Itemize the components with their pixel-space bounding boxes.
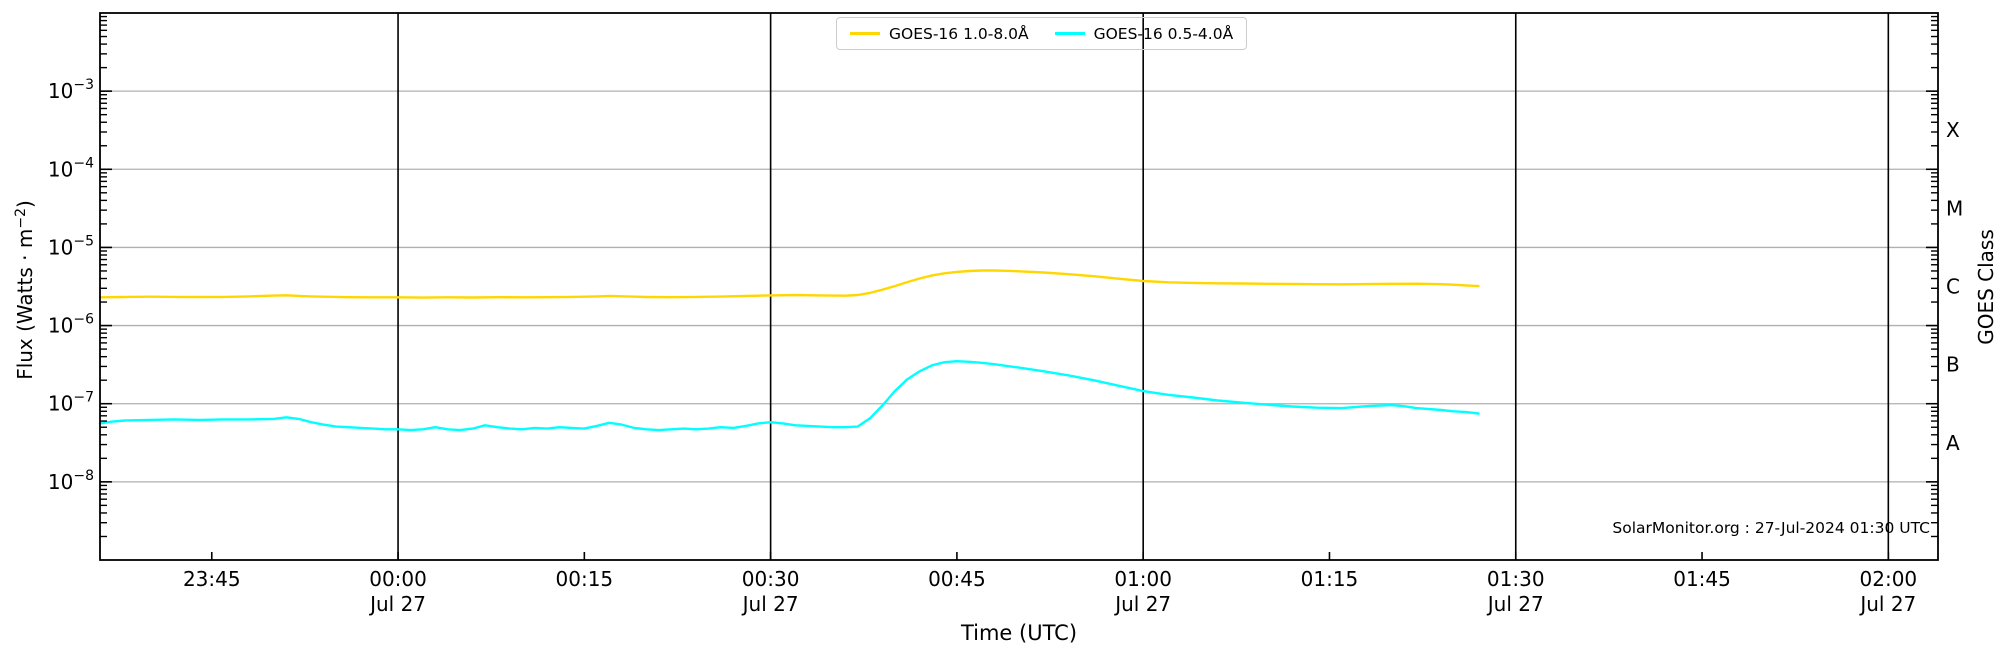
y-tick-label: 10−3 xyxy=(48,77,94,103)
y-tick-label: 10−4 xyxy=(48,155,94,181)
x-tick-date-label: Jul 27 xyxy=(1858,592,1916,616)
y-tick-label: 10−8 xyxy=(48,468,94,494)
x-tick-label: 01:15 xyxy=(1301,567,1359,591)
goes-class-label-m: M xyxy=(1946,196,1963,220)
y-axis-title: Flux (Watts · m−2) xyxy=(13,200,37,380)
goes-class-label-a: A xyxy=(1946,431,1960,455)
legend-item-short-channel: GOES-16 0.5-4.0Å xyxy=(1054,24,1234,43)
long-channel-line-swatch xyxy=(850,32,880,35)
x-axis-title: Time (UTC) xyxy=(960,621,1078,645)
y-tick-label: 10−5 xyxy=(48,233,94,259)
goes-class-label-b: B xyxy=(1946,353,1960,377)
x-tick-label: 00:45 xyxy=(928,567,986,591)
x-tick-label: 01:45 xyxy=(1673,567,1731,591)
x-tick-label: 01:00 xyxy=(1114,567,1172,591)
plot-frame xyxy=(99,12,1939,561)
x-tick-date-label: Jul 27 xyxy=(1486,592,1544,616)
long-channel-series xyxy=(98,269,1480,299)
legend-label-long-channel: GOES-16 1.0-8.0Å xyxy=(889,24,1029,43)
y-axis-title-text: Flux (Watts · m xyxy=(13,228,37,380)
short-channel-line-swatch xyxy=(1054,32,1085,35)
x-tick-date-label: Jul 27 xyxy=(741,592,799,616)
legend-label-short-channel: GOES-16 0.5-4.0Å xyxy=(1093,24,1234,43)
legend-item-long-channel: GOES-16 1.0-8.0Å xyxy=(850,25,1029,43)
goes-class-label-c: C xyxy=(1946,275,1960,299)
y-tick-label: 10−7 xyxy=(48,390,94,416)
right-axis-title: GOES Class xyxy=(1974,229,1998,345)
goes-class-label-x: X xyxy=(1946,118,1960,142)
y-tick-label: 10−6 xyxy=(48,312,94,338)
x-tick-label: 01:30 xyxy=(1487,567,1545,591)
x-tick-date-label: Jul 27 xyxy=(1113,592,1171,616)
x-tick-label: 23:45 xyxy=(183,567,241,591)
y-axis-title-exponent: −2 xyxy=(13,208,29,229)
x-tick-label: 00:00 xyxy=(369,567,427,591)
x-tick-label: 00:30 xyxy=(742,567,800,591)
legend: GOES-16 1.0-8.0Å GOES-16 0.5-4.0Å xyxy=(836,17,1248,50)
x-tick-label: 02:00 xyxy=(1860,567,1918,591)
x-tick-date-label: Jul 27 xyxy=(368,592,426,616)
y-axis-title-close: ) xyxy=(13,200,37,209)
short-channel-series xyxy=(98,360,1480,432)
x-tick-label: 00:15 xyxy=(556,567,614,591)
solarmonitor-timestamp: SolarMonitor.org : 27-Jul-2024 01:30 UTC xyxy=(1612,519,1930,537)
